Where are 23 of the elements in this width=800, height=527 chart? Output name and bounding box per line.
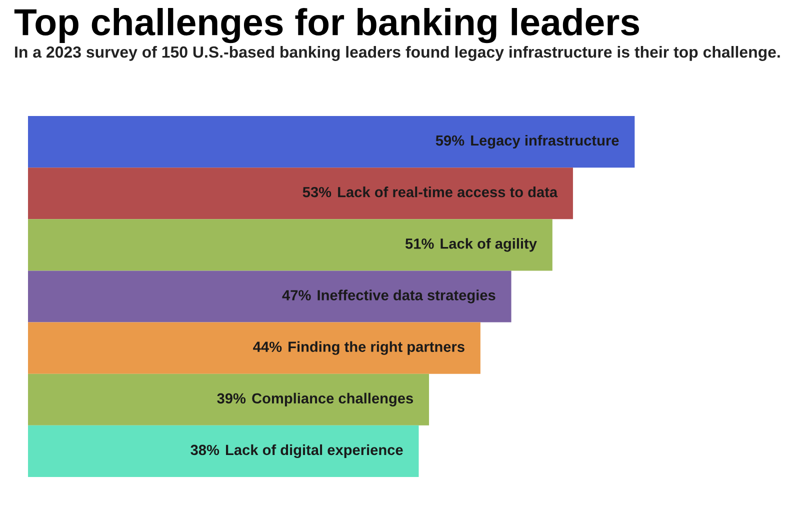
data-label: 59%: [436, 135, 464, 146]
y-tick-label: Lack of digital experience: [226, 444, 403, 458]
data-label: 47%: [282, 290, 311, 300]
y-tick-label: Lack of agility: [440, 238, 537, 252]
y-tick-label: Compliance challenges: [252, 392, 414, 406]
data-label: 53%: [302, 186, 332, 198]
bar: [28, 168, 573, 220]
bar: [28, 116, 635, 168]
chart-subtitle: In a 2023 survey of 150 U.S.-based banking leaders found legacy infrastructure is their top challenge.: [15, 46, 780, 61]
bar: [28, 322, 480, 374]
data-label: 39%: [217, 393, 246, 404]
data-label: 51%: [405, 238, 434, 249]
bar: [28, 374, 430, 426]
chart-title: Top challenges for banking leaders: [14, 8, 640, 44]
y-tick-label: Lack of real-time access to data: [338, 186, 558, 198]
bar: [28, 270, 512, 322]
data-label: 44%: [253, 342, 282, 352]
y-tick-label: Finding the right partners: [288, 341, 464, 355]
data-label: 38%: [190, 444, 220, 456]
bar: [28, 219, 552, 271]
y-tick-label: Legacy infrastructure: [471, 134, 619, 149]
bar: [28, 425, 419, 477]
y-tick-label: Ineffective data strategies: [318, 290, 496, 304]
